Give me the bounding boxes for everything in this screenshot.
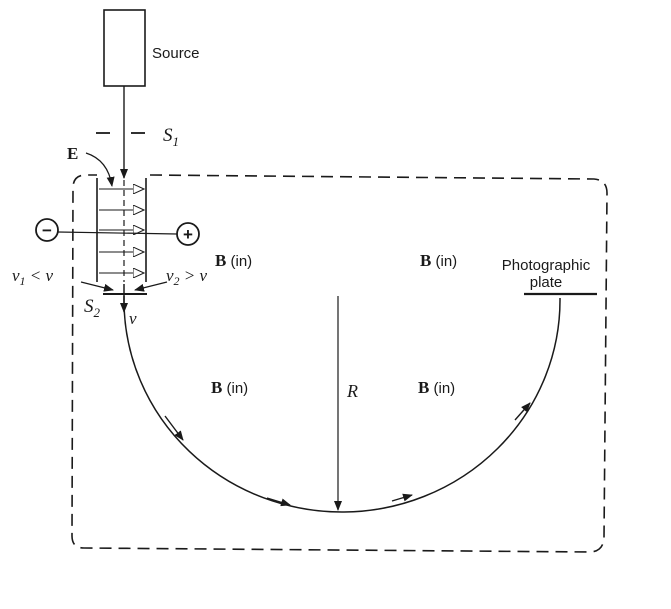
velocity-label: v — [129, 309, 137, 328]
minus-label: − — [42, 221, 52, 240]
electric-field-arrows — [99, 189, 144, 273]
slit-s2-label: S2 — [84, 296, 101, 320]
magnetic-field-region — [71, 174, 608, 553]
source-label: Source — [152, 45, 200, 62]
ion-trajectory — [123, 284, 561, 513]
b-field-label-2: B (in) — [420, 251, 457, 270]
source-box — [103, 9, 146, 87]
terminal-wire — [57, 231, 178, 235]
minus-terminal — [35, 218, 59, 242]
deflected-path-v1 — [80, 281, 114, 292]
trajectory-direction-arrows — [120, 296, 531, 507]
photographic-plate-label-line1: Photographic — [502, 257, 591, 274]
v1-label: v1 < v — [12, 266, 54, 288]
e-field-pointer — [85, 152, 115, 187]
b-field-label-4: B (in) — [418, 378, 455, 397]
radius-label: R — [346, 381, 358, 401]
plus-terminal — [176, 222, 200, 246]
deflected-path-v2 — [134, 281, 168, 292]
v2-label: v2 > v — [166, 266, 208, 288]
e-field-label: E — [67, 144, 78, 163]
b-field-label-1: B (in) — [215, 251, 252, 270]
b-field-label-3: B (in) — [211, 378, 248, 397]
slit-s1-label: S1 — [163, 125, 179, 149]
photographic-plate-label-line2: plate — [530, 274, 563, 291]
plus-label: + — [183, 225, 193, 244]
